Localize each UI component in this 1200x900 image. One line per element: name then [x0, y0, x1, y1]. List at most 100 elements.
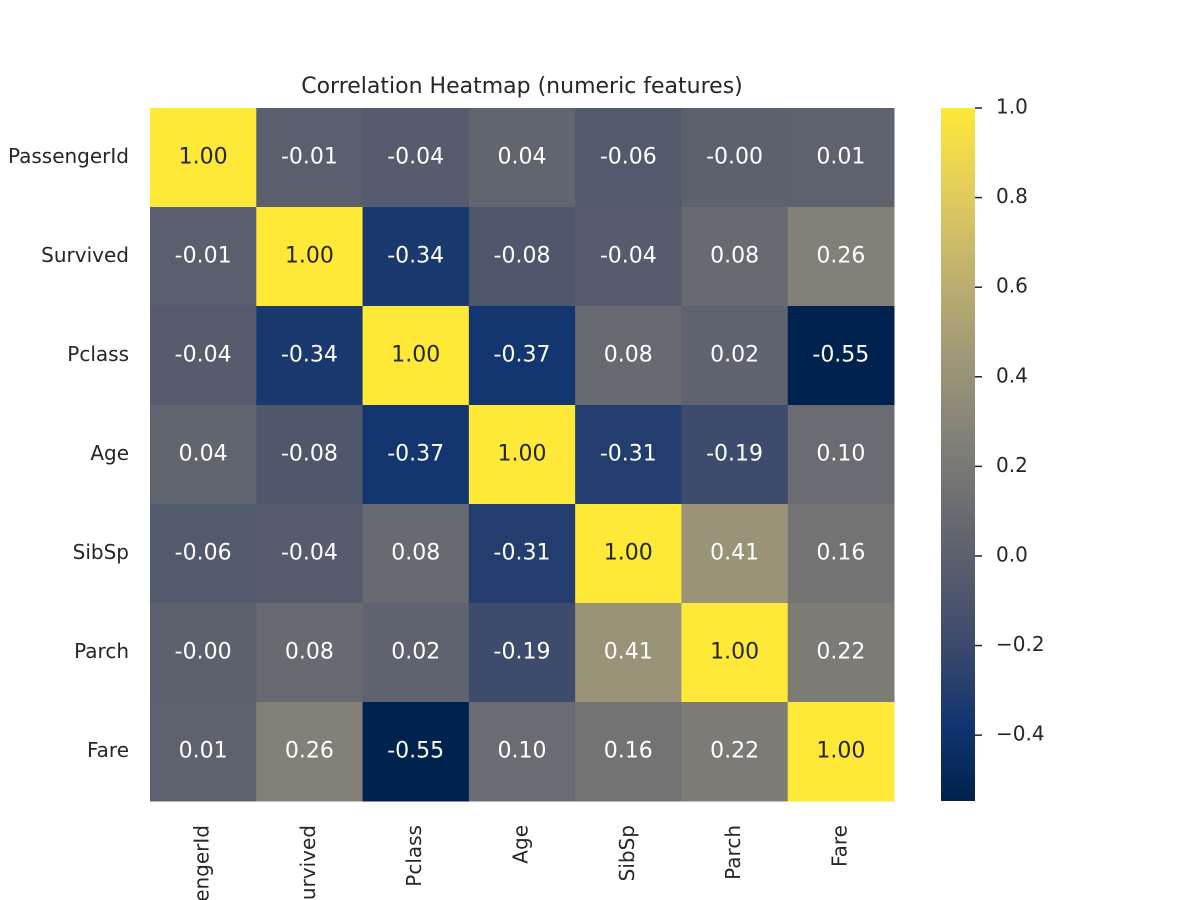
heatmap-cell — [681, 603, 789, 703]
cell-label: 0.22 — [710, 739, 759, 764]
heatmap-cell — [362, 306, 470, 406]
heatmap-cell — [362, 603, 470, 703]
cell-label: -0.04 — [600, 244, 657, 269]
heatmap-cell — [787, 306, 895, 406]
heatmap-cell — [575, 504, 682, 604]
colorbar — [941, 108, 975, 801]
heatmap-cell — [362, 405, 470, 505]
heatmap-cell — [468, 108, 576, 208]
heatmap-cell — [575, 207, 682, 307]
y-tick-label: Age — [90, 441, 129, 465]
y-tick-label: Survived — [41, 243, 129, 267]
cell-label: 0.41 — [604, 640, 653, 665]
heatmap-cell — [150, 702, 257, 802]
cell-label: 1.00 — [604, 541, 653, 566]
heatmap-cell — [150, 306, 257, 406]
cell-label: 0.16 — [604, 739, 653, 764]
cell-label: 0.04 — [179, 442, 228, 467]
cell-label: 0.26 — [816, 244, 865, 269]
cell-label: 0.10 — [816, 442, 865, 467]
heatmap-cell — [681, 108, 789, 208]
cell-label: 0.10 — [498, 739, 547, 764]
cell-label: -0.34 — [387, 244, 444, 269]
cell-label: 0.02 — [391, 640, 440, 665]
chart-title: Correlation Heatmap (numeric features) — [301, 74, 743, 99]
cell-label: -0.55 — [812, 343, 869, 368]
colorbar-tick-label: −0.2 — [996, 632, 1045, 656]
heatmap-cell — [575, 108, 682, 208]
cell-label: -0.06 — [175, 541, 232, 566]
heatmap-cell — [468, 405, 576, 505]
cell-label: -0.37 — [387, 442, 444, 467]
cell-label: -0.00 — [706, 145, 763, 170]
cell-label: 1.00 — [179, 145, 228, 170]
heatmap-cell — [681, 405, 789, 505]
heatmap-cell — [256, 306, 364, 406]
colorbar-tick-label: 1.0 — [996, 95, 1028, 119]
heatmap-cell — [150, 603, 257, 703]
heatmap-cell — [150, 504, 257, 604]
heatmap-cell — [150, 108, 257, 208]
cell-label: 0.01 — [816, 145, 865, 170]
cell-label: -0.37 — [494, 343, 551, 368]
heatmap-cell — [256, 108, 364, 208]
heatmap-cell — [468, 207, 576, 307]
heatmap-cell — [787, 504, 895, 604]
cell-label: 1.00 — [710, 640, 759, 665]
cell-label: -0.04 — [387, 145, 444, 170]
heatmap-cell — [681, 702, 789, 802]
cell-label: 0.41 — [710, 541, 759, 566]
heatmap-cell — [787, 702, 895, 802]
cell-label: 0.16 — [816, 541, 865, 566]
cell-label: 0.26 — [285, 739, 334, 764]
cell-label: -0.19 — [706, 442, 763, 467]
heatmap-cell — [468, 504, 576, 604]
heatmap-cell — [468, 306, 576, 406]
cell-label: 0.08 — [285, 640, 334, 665]
colorbar-tick-label: 0.6 — [996, 274, 1028, 298]
cell-label: 0.02 — [710, 343, 759, 368]
heatmap-cell — [681, 504, 789, 604]
heatmap-cell — [787, 207, 895, 307]
y-tick-label: Parch — [74, 639, 129, 663]
cell-label: -0.04 — [175, 343, 232, 368]
cell-label: 1.00 — [285, 244, 334, 269]
cell-label: -0.55 — [387, 739, 444, 764]
colorbar-tick-label: 0.0 — [996, 542, 1028, 566]
heatmap-cell — [362, 108, 470, 208]
heatmap-cell — [575, 405, 682, 505]
cell-label: -0.08 — [494, 244, 551, 269]
x-tick-label: Pclass — [402, 825, 426, 887]
heatmap-cell — [256, 405, 364, 505]
cell-label: -0.01 — [175, 244, 232, 269]
cell-label: 0.08 — [604, 343, 653, 368]
x-tick-label: Survived — [296, 825, 320, 900]
heatmap-cell — [150, 207, 257, 307]
heatmap-cell — [256, 603, 364, 703]
heatmap-cell — [787, 603, 895, 703]
cell-label: -0.00 — [175, 640, 232, 665]
cell-label: -0.19 — [494, 640, 551, 665]
y-tick-label: Pclass — [67, 342, 129, 366]
heatmap-cell — [468, 702, 576, 802]
heatmap-cell — [150, 405, 257, 505]
y-tick-label: Fare — [87, 738, 129, 762]
heatmap-cell — [575, 603, 682, 703]
cell-label: -0.31 — [494, 541, 551, 566]
heatmap-cell — [575, 702, 682, 802]
heatmap-cell — [681, 207, 789, 307]
heatmap-cell — [787, 405, 895, 505]
cell-label: 0.01 — [179, 739, 228, 764]
colorbar-tick-label: 0.8 — [996, 184, 1028, 208]
heatmap-cell — [468, 603, 576, 703]
heatmap-cell — [362, 207, 470, 307]
cell-label: 0.08 — [710, 244, 759, 269]
heatmap-cell — [256, 207, 364, 307]
x-tick-label: Parch — [721, 825, 745, 880]
heatmap-cell — [681, 306, 789, 406]
heatmap-cell — [787, 108, 895, 208]
x-tick-label: SibSp — [615, 825, 639, 881]
colorbar-tick-label: −0.4 — [996, 722, 1045, 746]
colorbar-tick-label: 0.4 — [996, 363, 1028, 387]
cell-label: -0.04 — [281, 541, 338, 566]
